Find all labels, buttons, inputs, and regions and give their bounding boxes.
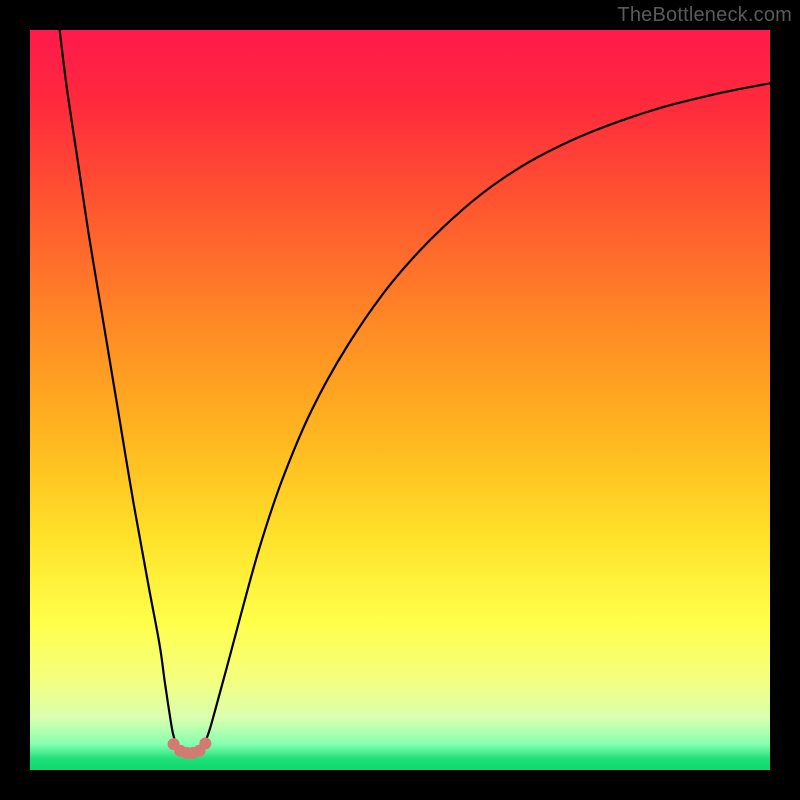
watermark-text: TheBottleneck.com xyxy=(617,4,792,27)
bottleneck-chart xyxy=(0,0,800,800)
optimal-marker xyxy=(199,737,211,749)
plot-background-gradient xyxy=(30,30,770,770)
chart-container: TheBottleneck.com xyxy=(0,0,800,800)
